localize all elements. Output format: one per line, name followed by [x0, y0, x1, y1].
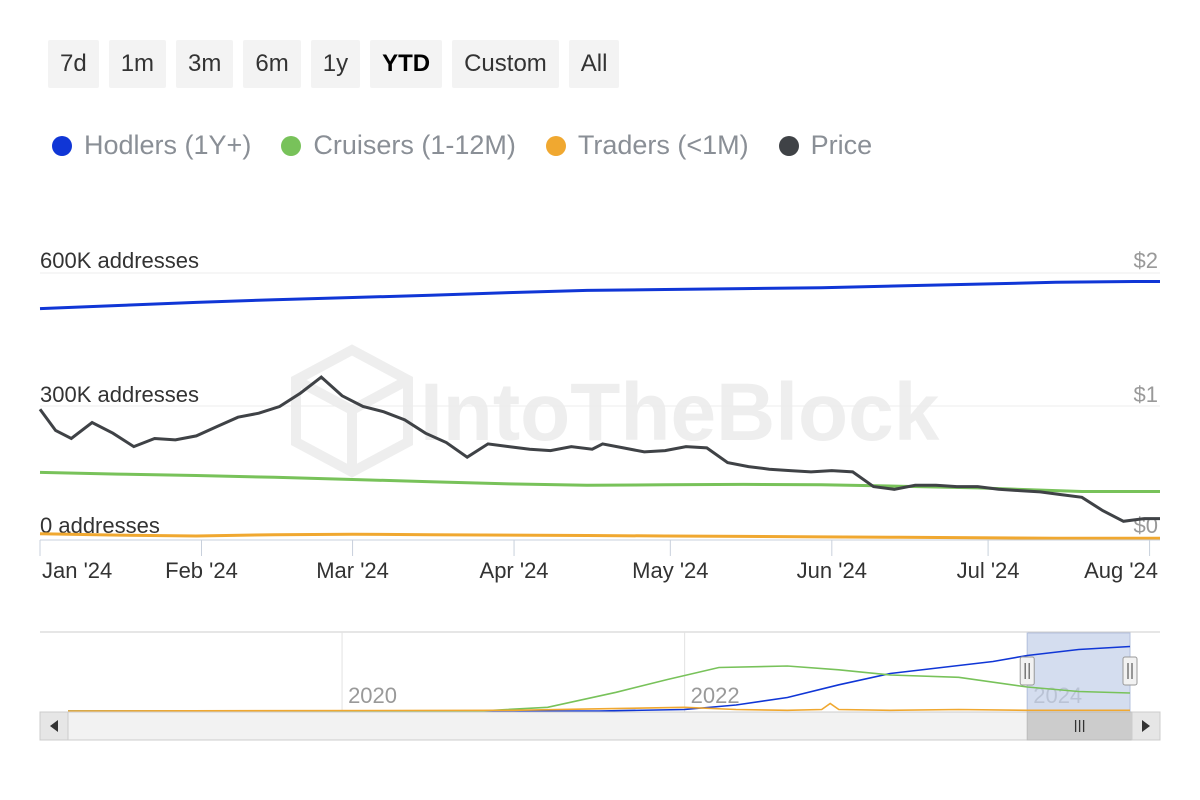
- legend-label-cruisers: Cruisers (1-12M): [313, 130, 516, 160]
- x-axis-tick-label: Feb '24: [165, 558, 238, 583]
- legend-dot-price: [778, 135, 799, 156]
- navigator: 202020222024: [40, 631, 1160, 714]
- navigator-right-handle[interactable]: [1122, 656, 1138, 686]
- scroll-right-arrow-icon: [1142, 720, 1150, 732]
- navigator-series-line: [67, 702, 1130, 712]
- legend-item-hodlers[interactable]: Hodlers (1Y+): [52, 130, 251, 161]
- y-right-tick-label: $2: [1134, 248, 1158, 273]
- legend-item-traders[interactable]: Traders (<1M): [545, 130, 749, 161]
- range-7d-button[interactable]: 7d: [48, 40, 99, 88]
- scroll-left-arrow-icon: [50, 720, 58, 732]
- series-line-hodlers: [39, 280, 1160, 311]
- range-custom-button[interactable]: Custom: [452, 40, 559, 88]
- legend-label-hodlers: Hodlers (1Y+): [84, 130, 252, 160]
- legend-item-price[interactable]: Price: [778, 130, 873, 161]
- x-axis-tick-label: Jan '24: [42, 558, 112, 583]
- x-axis-tick-label: Mar '24: [316, 558, 389, 583]
- legend-dot-cruisers: [281, 135, 302, 156]
- series-lines: [38, 280, 1160, 540]
- navigator-left-handle[interactable]: [1019, 656, 1035, 686]
- series-line-traders: [39, 532, 1160, 540]
- navigator-series-line: [68, 645, 1131, 712]
- legend-dot-hodlers: [52, 135, 72, 156]
- scrollbar-grip-icon: [1074, 720, 1085, 732]
- y-left-tick-label: 600K addresses: [40, 248, 199, 273]
- range-6m-button[interactable]: 6m: [243, 40, 301, 88]
- scrollbar-left-button[interactable]: [39, 711, 69, 741]
- x-axis-tick-label: May '24: [632, 558, 708, 583]
- x-axis-tick-label: Jun '24: [797, 558, 867, 583]
- y-axis-left: 600K addresses 300K addresses 0 addresse…: [40, 248, 199, 538]
- x-axis-tick-label: Aug '24: [1084, 558, 1158, 583]
- chart-legend: Hodlers (1Y+) Cruisers (1-12M) Traders (…: [52, 130, 872, 161]
- y-right-tick-label: $1: [1134, 382, 1158, 407]
- y-left-tick-label: 300K addresses: [40, 382, 199, 407]
- range-1m-button[interactable]: 1m: [108, 40, 167, 88]
- x-axis-tick-label: Apr '24: [480, 558, 549, 583]
- grid-lines: [40, 272, 1160, 407]
- range-1y-button[interactable]: 1y: [310, 40, 361, 88]
- range-all-button[interactable]: All: [568, 40, 620, 88]
- x-axis-tick-label: Jul '24: [957, 558, 1020, 583]
- navigator-scrollbar[interactable]: [39, 711, 1161, 741]
- navigator-year-label: 2022: [691, 683, 740, 708]
- navigator-series-line: [68, 665, 1131, 712]
- legend-label-price: Price: [810, 130, 873, 160]
- navigator-series: [67, 645, 1131, 712]
- range-selector: 7d 1m 3m 6m 1y YTD Custom All: [48, 40, 620, 88]
- legend-label-traders: Traders (<1M): [577, 130, 749, 160]
- series-line-price: [38, 375, 1160, 523]
- watermark: IntoTheBlock: [291, 344, 940, 478]
- navigator-year-label: 2020: [348, 683, 397, 708]
- y-axis-right: $2 $1 $0: [1134, 248, 1158, 538]
- range-ytd-button[interactable]: YTD: [370, 40, 443, 88]
- range-3m-button[interactable]: 3m: [176, 40, 234, 88]
- legend-dot-traders: [545, 135, 566, 156]
- watermark-text: IntoTheBlock: [420, 367, 940, 458]
- y-right-tick-label: $0: [1134, 513, 1158, 538]
- x-axis: Jan '24 Feb '24 Mar '24 Apr '24 May '24 Jun '…: [39, 540, 1158, 583]
- legend-item-cruisers[interactable]: Cruisers (1-12M): [281, 130, 516, 161]
- scrollbar-track[interactable]: [39, 711, 1161, 741]
- watermark-logo-icon: [291, 344, 413, 478]
- navigator-selected-range[interactable]: [1026, 632, 1131, 714]
- navigator-background: [40, 632, 1160, 712]
